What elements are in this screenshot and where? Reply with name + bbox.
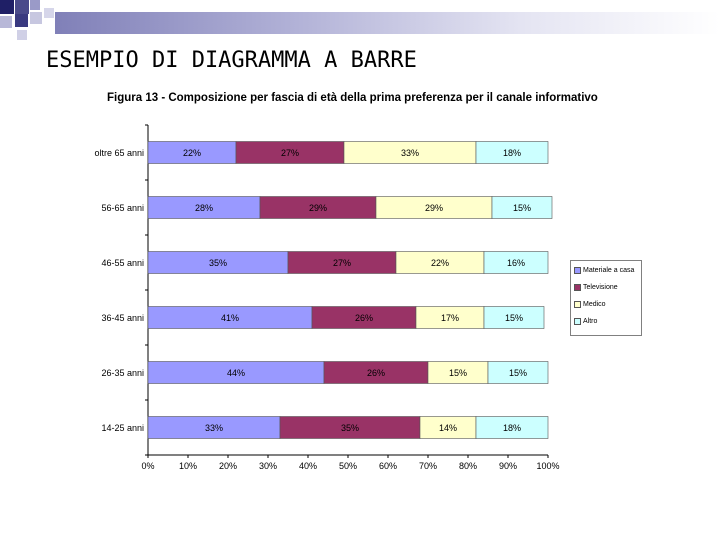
data-label: 35% bbox=[341, 423, 359, 433]
x-tick-label: 90% bbox=[499, 461, 517, 471]
data-label: 26% bbox=[367, 368, 385, 378]
slide-title: ESEMPIO DI DIAGRAMMA A BARRE bbox=[46, 48, 417, 73]
category-label: oltre 65 anni bbox=[94, 148, 144, 158]
data-label: 22% bbox=[183, 148, 201, 158]
data-label: 29% bbox=[309, 203, 327, 213]
bar-segment bbox=[483, 306, 545, 329]
header-decoration bbox=[0, 0, 720, 45]
chart-title: Figura 13 - Composizione per fascia di e… bbox=[107, 92, 598, 104]
data-label: 41% bbox=[221, 313, 239, 323]
legend-item: Materiale a casa bbox=[574, 265, 634, 275]
legend-label: Altro bbox=[583, 317, 598, 325]
category-label: 14-25 anni bbox=[101, 423, 144, 433]
category-label: 26-35 anni bbox=[101, 368, 144, 378]
data-label: 15% bbox=[509, 368, 527, 378]
data-label: 28% bbox=[195, 203, 213, 213]
legend-label: Medico bbox=[583, 300, 606, 308]
legend-swatch bbox=[574, 300, 581, 308]
legend-item: Televisione bbox=[574, 282, 618, 292]
category-label: 36-45 anni bbox=[101, 313, 144, 323]
data-label: 14% bbox=[439, 423, 457, 433]
data-label: 18% bbox=[503, 423, 521, 433]
data-label: 26% bbox=[355, 313, 373, 323]
data-label: 15% bbox=[505, 313, 523, 323]
x-tick-label: 60% bbox=[379, 461, 397, 471]
data-label: 15% bbox=[449, 368, 467, 378]
bar-segment bbox=[475, 141, 549, 164]
x-tick-label: 30% bbox=[259, 461, 277, 471]
data-label: 27% bbox=[281, 148, 299, 158]
legend-swatch bbox=[574, 266, 581, 274]
data-label: 33% bbox=[205, 423, 223, 433]
data-label: 35% bbox=[209, 258, 227, 268]
x-tick-label: 80% bbox=[459, 461, 477, 471]
legend-item: Medico bbox=[574, 299, 606, 309]
data-label: 27% bbox=[333, 258, 351, 268]
chart-legend: Materiale a casa Televisione Medico Altro bbox=[570, 260, 642, 336]
category-label: 46-55 anni bbox=[101, 258, 144, 268]
x-tick-label: 50% bbox=[339, 461, 357, 471]
data-label: 29% bbox=[425, 203, 443, 213]
x-tick-label: 10% bbox=[179, 461, 197, 471]
data-label: 33% bbox=[401, 148, 419, 158]
bar-segment bbox=[491, 196, 553, 219]
legend-label: Televisione bbox=[583, 283, 618, 291]
data-label: 17% bbox=[441, 313, 459, 323]
data-label: 15% bbox=[513, 203, 531, 213]
x-tick-label: 70% bbox=[419, 461, 437, 471]
x-tick-label: 100% bbox=[536, 461, 559, 471]
legend-swatch bbox=[574, 317, 581, 325]
data-label: 18% bbox=[503, 148, 521, 158]
bar-segment bbox=[487, 361, 549, 384]
data-label: 44% bbox=[227, 368, 245, 378]
legend-swatch bbox=[574, 283, 581, 291]
bar-segment bbox=[483, 251, 549, 274]
x-tick-label: 40% bbox=[299, 461, 317, 471]
category-label: 56-65 anni bbox=[101, 203, 144, 213]
x-tick-label: 0% bbox=[141, 461, 154, 471]
legend-item: Altro bbox=[574, 316, 597, 326]
x-tick-label: 20% bbox=[219, 461, 237, 471]
legend-label: Materiale a casa bbox=[583, 266, 635, 274]
data-label: 22% bbox=[431, 258, 449, 268]
data-label: 16% bbox=[507, 258, 525, 268]
bar-segment bbox=[475, 416, 549, 439]
